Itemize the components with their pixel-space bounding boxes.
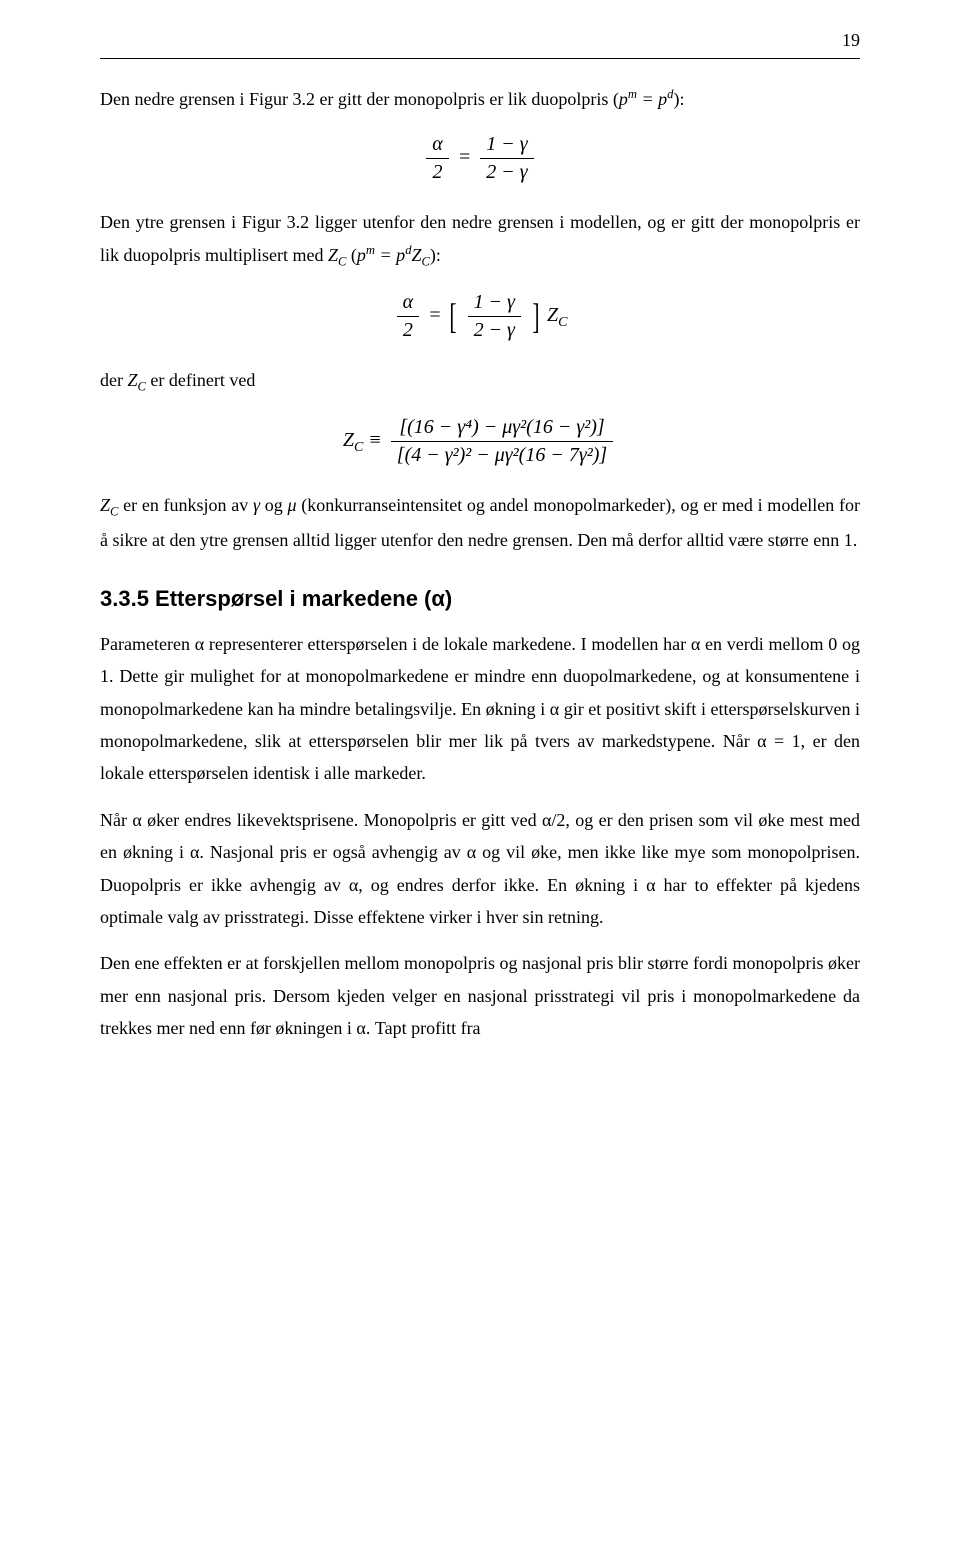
equation-1: α 2 = 1 − γ 2 − γ <box>100 133 860 184</box>
eq3-num: [(16 − γ⁴) − μγ²(16 − γ²)] <box>391 416 613 442</box>
inline-eq-pm-pd-zc: pm = pdZC <box>357 245 430 265</box>
equation-3: ZC ≡ [(16 − γ⁴) − μγ²(16 − γ²)] [(4 − γ²… <box>100 416 860 467</box>
eq3-lhs-sub: C <box>354 440 363 455</box>
sym-eq-p: = p <box>637 89 667 109</box>
p2-text-b: ( <box>346 245 357 265</box>
inline-zc-3: ZC <box>100 495 118 515</box>
paragraph-2: Den ytre grensen i Figur 3.2 ligger uten… <box>100 206 860 273</box>
paragraph-1: Den nedre grensen i Figur 3.2 er gitt de… <box>100 83 860 115</box>
eq1-equals: = <box>458 146 477 168</box>
eq2-tail-sub: C <box>558 315 567 330</box>
sym-p2: p <box>357 245 366 265</box>
eq2-br-den: 2 − γ <box>468 317 521 342</box>
p4-text-c: og <box>260 495 287 515</box>
sym-p: p <box>619 89 628 109</box>
sym-z3-sub: C <box>138 380 146 394</box>
eq1-rhs: 1 − γ 2 − γ <box>480 133 533 184</box>
eq2-br-num: 1 − γ <box>468 291 521 317</box>
p4-text-b: er en funksjon av <box>118 495 253 515</box>
inline-zc-2: ZC <box>127 370 145 390</box>
eq2-lbracket: [ <box>449 302 456 331</box>
sym-z3: Z <box>127 370 137 390</box>
eq3-lhs-z: Z <box>343 429 354 451</box>
paragraph-6: Når α øker endres likevektsprisene. Mono… <box>100 804 860 934</box>
inline-zc-1: ZC <box>328 245 346 265</box>
page-number: 19 <box>842 30 860 51</box>
eq1-lhs: α 2 <box>426 133 449 184</box>
sym-z4: Z <box>100 495 110 515</box>
p1-text-b: ): <box>673 89 684 109</box>
sym-eq-p2: = p <box>375 245 405 265</box>
eq1-lhs-num: α <box>426 133 449 159</box>
p3-text-a: der <box>100 370 127 390</box>
inline-eq-pm-pd: pm = pd <box>619 89 674 109</box>
sym-z2: Z <box>411 245 421 265</box>
p3-text-b: er definert ved <box>146 370 255 390</box>
sym-z2-sub: C <box>422 254 430 268</box>
paragraph-7: Den ene effekten er at forskjellen mello… <box>100 947 860 1044</box>
paragraph-3: der ZC er definert ved <box>100 364 860 398</box>
eq2-lhs-num: α <box>397 291 420 317</box>
eq2-lhs-den: 2 <box>397 317 420 342</box>
sym-mu: μ <box>287 495 296 515</box>
eq1-rhs-den: 2 − γ <box>480 159 533 184</box>
p1-text-a: Den nedre grensen i Figur 3.2 er gitt de… <box>100 89 619 109</box>
eq1-rhs-num: 1 − γ <box>480 133 533 159</box>
eq1-lhs-den: 2 <box>426 159 449 184</box>
eq2-rbracket: ] <box>532 302 539 331</box>
page: 19 Den nedre grensen i Figur 3.2 er gitt… <box>0 0 960 1552</box>
eq3-equiv: ≡ <box>368 429 387 451</box>
eq2-lhs: α 2 <box>397 291 420 342</box>
sym-z: Z <box>328 245 338 265</box>
eq3-lhs: ZC <box>343 429 363 451</box>
sym-gamma: γ <box>253 495 260 515</box>
paragraph-4: ZC er en funksjon av γ og μ (konkurranse… <box>100 489 860 556</box>
eq2-tail-z: Z <box>547 304 558 326</box>
eq2-tail: ZC <box>547 304 567 326</box>
header-rule <box>100 58 860 59</box>
eq3-den: [(4 − γ²)² − μγ²(16 − 7γ²)] <box>391 442 613 467</box>
p2-text-c: ): <box>430 245 441 265</box>
equation-2: α 2 = [ 1 − γ 2 − γ ] ZC <box>100 291 860 342</box>
eq2-equals: = <box>428 304 447 326</box>
eq3-frac: [(16 − γ⁴) − μγ²(16 − γ²)] [(4 − γ²)² − … <box>391 416 613 467</box>
paragraph-5: Parameteren α representerer etterspørsel… <box>100 628 860 790</box>
p2-text-a: Den ytre grensen i Figur 3.2 ligger uten… <box>100 212 860 264</box>
eq2-bracket-frac: 1 − γ 2 − γ <box>468 291 521 342</box>
section-heading-335: 3.3.5 Etterspørsel i markedene (α) <box>100 586 860 612</box>
